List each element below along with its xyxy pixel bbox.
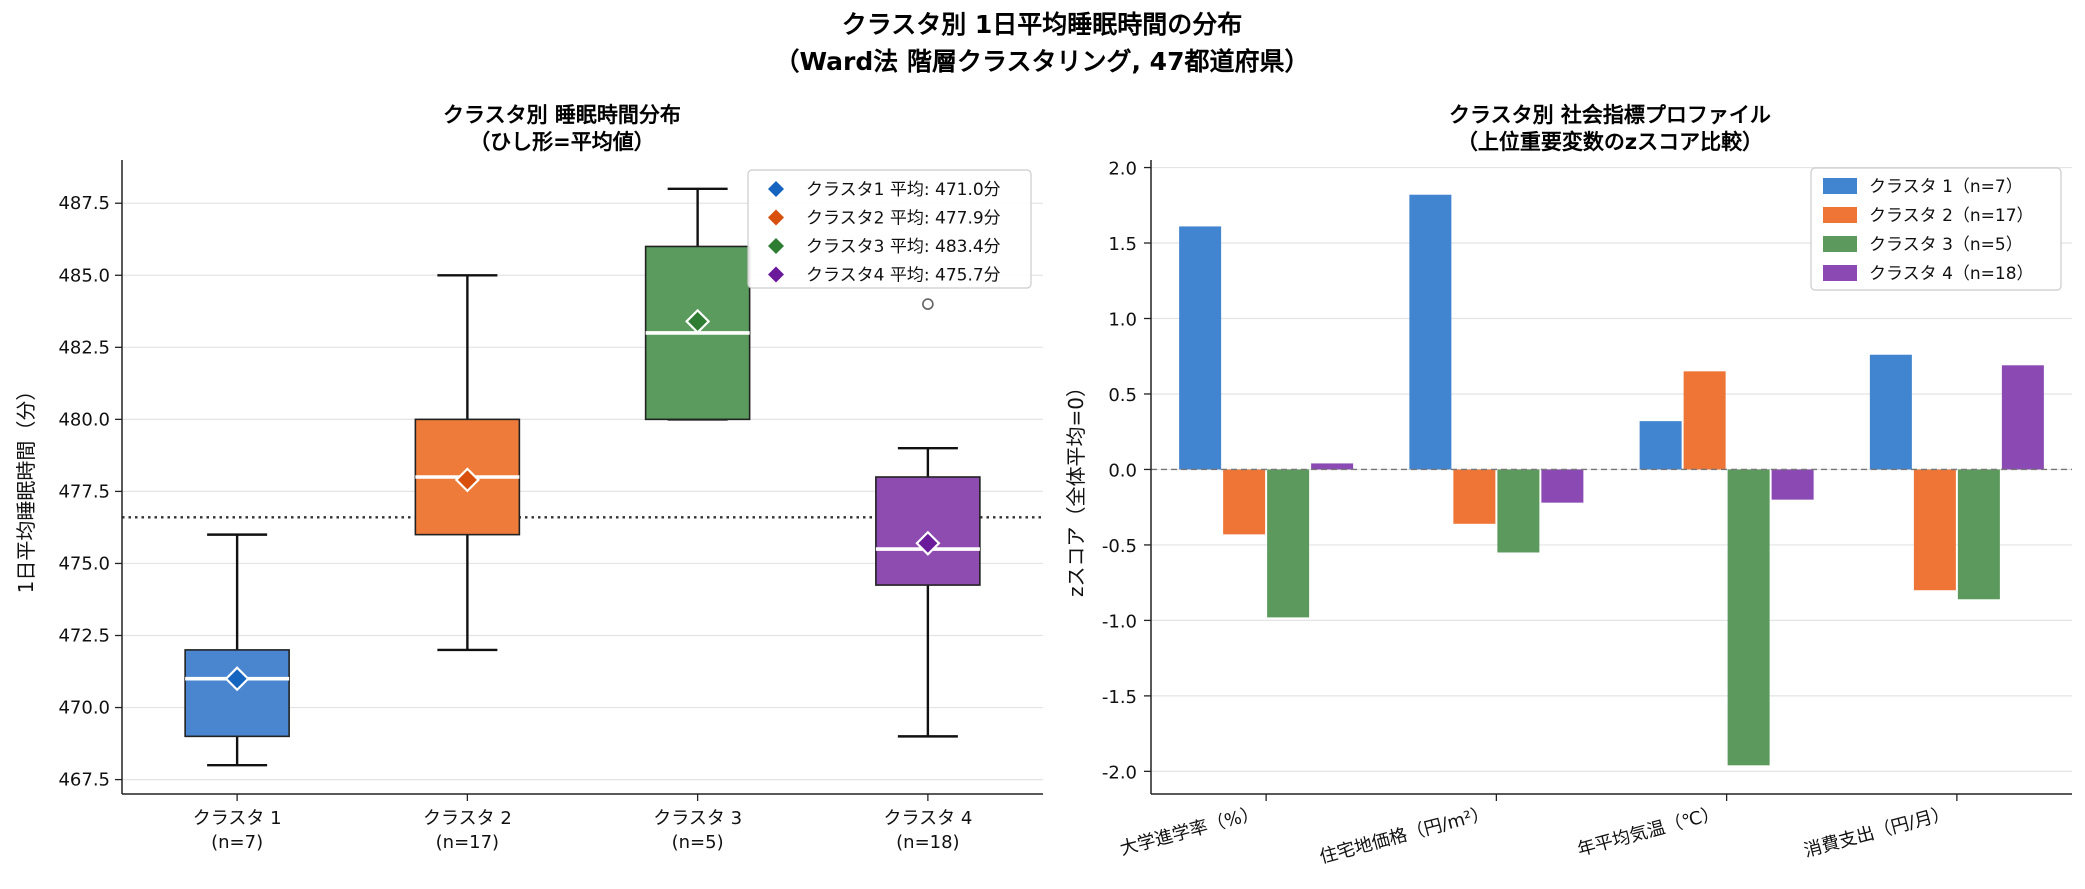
- legend-entry: クラスタ 1（n=7）: [1869, 177, 2023, 197]
- y-tick-label: 2.0: [1108, 159, 1137, 180]
- legend-marker: [768, 209, 784, 226]
- legend-entry: クラスタ 2（n=17）: [1869, 206, 2034, 226]
- y-tick-label: -1.5: [1102, 687, 1137, 708]
- y-tick-label: 487.5: [58, 193, 110, 214]
- legend-swatch: [1823, 178, 1857, 194]
- x-tick-label: クラスタ 4: [883, 808, 972, 829]
- bar-series-4: [1771, 469, 1814, 500]
- bar-series-1: [1869, 354, 1912, 470]
- mean-diamond: [915, 530, 941, 556]
- bar-series-2: [1453, 469, 1496, 524]
- bar-series-1: [1409, 194, 1452, 470]
- legend-entry: クラスタ3 平均: 483.4分: [806, 237, 1001, 257]
- x-tick-label-n: (n=18): [896, 832, 959, 853]
- y-tick-label: 1.5: [1108, 234, 1137, 255]
- x-tick-label: クラスタ 1: [193, 808, 282, 829]
- bar-series-2: [1223, 469, 1266, 535]
- legend-swatch: [1823, 265, 1857, 281]
- y-tick-label: 485.0: [58, 265, 110, 286]
- legend-swatch: [1823, 207, 1857, 223]
- x-tick-label: 住宅地価格（円/m²）: [1317, 803, 1491, 869]
- bar-series-4: [2001, 365, 2044, 470]
- y-tick-label: 480.0: [58, 409, 110, 430]
- y-tick-label: 1.0: [1108, 310, 1137, 331]
- legend-entry: クラスタ 4（n=18）: [1869, 264, 2034, 284]
- x-tick-label: 年平均気温（℃）: [1575, 803, 1722, 861]
- legend-swatch: [1823, 236, 1857, 252]
- y-tick-label: 475.0: [58, 553, 110, 574]
- y-tick-label: 0.5: [1108, 385, 1137, 406]
- bar-chart-y-axis-label: zスコア（全体平均=0）: [1064, 377, 1088, 597]
- bar-chart-title-line1: クラスタ別 社会指標プロファイル: [1449, 103, 1771, 127]
- bar-series-4: [1311, 463, 1354, 470]
- bar-series-2: [1913, 469, 1956, 591]
- box-1: [184, 649, 290, 738]
- bar-series-1: [1179, 226, 1222, 470]
- mean-diamond: [685, 308, 711, 334]
- legend-entry: クラスタ 3（n=5）: [1869, 235, 2023, 255]
- x-tick-label: クラスタ 3: [653, 808, 742, 829]
- y-tick-label: -1.0: [1102, 611, 1137, 632]
- bar-chart-panel: クラスタ別 社会指標プロファイル （上位重要変数のzスコア比較） zスコア（全体…: [1064, 103, 2072, 868]
- bar-series-3: [1727, 469, 1770, 766]
- y-tick-label: -0.5: [1102, 536, 1137, 557]
- legend-entry: クラスタ1 平均: 471.0分: [806, 180, 1001, 200]
- bar-series-3: [1957, 469, 2000, 600]
- x-tick-label-n: (n=7): [211, 832, 263, 853]
- legend-marker: [768, 238, 784, 254]
- y-tick-label: 467.5: [58, 770, 110, 791]
- legend-entry: クラスタ2 平均: 477.9分: [806, 209, 1001, 229]
- bar-series-2: [1683, 371, 1726, 470]
- bar-series-4: [1541, 469, 1584, 503]
- y-tick-label: 0.0: [1108, 460, 1137, 481]
- legend-marker: [768, 266, 784, 283]
- x-tick-label-n: (n=5): [672, 832, 724, 853]
- box-plot-y-axis-label: 1日平均睡眠時間（分）: [14, 381, 38, 594]
- y-tick-label: 482.5: [58, 337, 110, 358]
- legend-marker: [768, 181, 784, 197]
- x-tick-label: 大学進学率（%）: [1118, 803, 1262, 860]
- x-tick-label-n: (n=17): [436, 832, 499, 853]
- outlier-point: [922, 298, 934, 310]
- bar-chart-title-line2: （上位重要変数のzスコア比較）: [1457, 130, 1763, 154]
- bar-series-3: [1267, 469, 1310, 618]
- figure-title-line1: クラスタ別 1日平均睡眠時間の分布: [842, 10, 1243, 39]
- bar-series-1: [1639, 421, 1682, 470]
- y-tick-label: 470.0: [58, 698, 110, 719]
- box-plot-title-line1: クラスタ別 睡眠時間分布: [443, 103, 681, 127]
- mean-diamond: [454, 467, 480, 493]
- figure-title-line2: （Ward法 階層クラスタリング, 47都道府県）: [775, 47, 1310, 76]
- x-tick-label: クラスタ 2: [423, 808, 512, 829]
- box-plot-title-line2: （ひし形=平均値）: [469, 130, 655, 154]
- y-tick-label: -2.0: [1102, 762, 1137, 783]
- mean-diamond: [224, 666, 250, 692]
- box-plot-panel: クラスタ別 睡眠時間分布 （ひし形=平均値） 1日平均睡眠時間（分） 467.5…: [14, 103, 1043, 853]
- legend-entry: クラスタ4 平均: 475.7分: [806, 266, 1001, 286]
- box-plot-legend: [747, 169, 1032, 289]
- bar-chart-legend: [1810, 167, 2062, 291]
- y-tick-label: 472.5: [58, 626, 110, 647]
- x-tick-label: 消費支出（円/月）: [1802, 803, 1952, 862]
- bar-series-3: [1497, 469, 1540, 553]
- y-tick-label: 477.5: [58, 481, 110, 502]
